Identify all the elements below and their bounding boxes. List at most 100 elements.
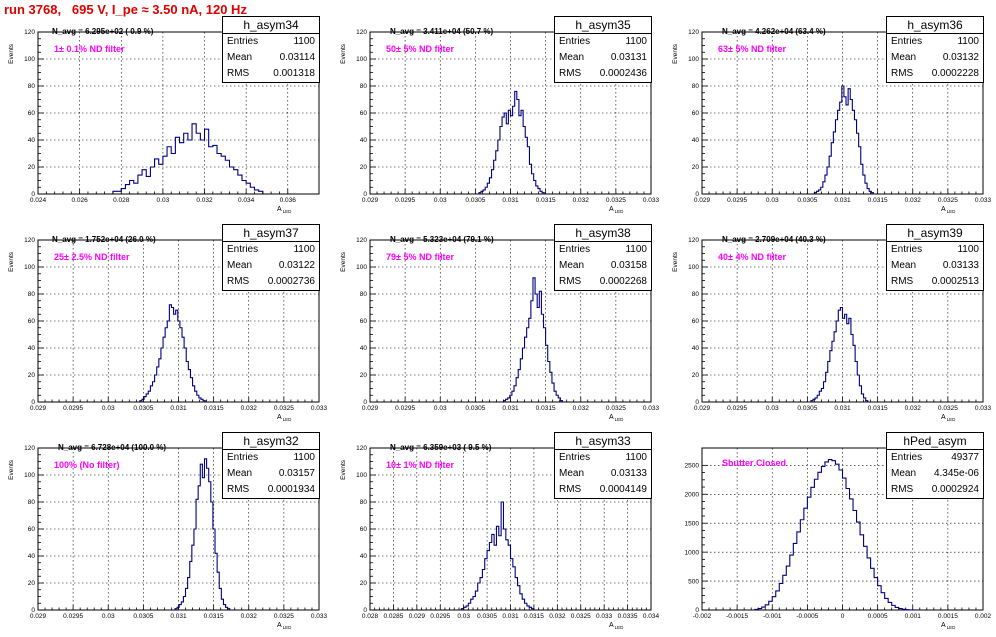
y-tick-label: 2000 bbox=[685, 491, 700, 498]
stats-value-mean: 0.03157 bbox=[278, 468, 315, 479]
histogram-series bbox=[112, 123, 264, 194]
y-tick-label: 0 bbox=[695, 607, 699, 614]
x-tick-label: 0.031 bbox=[502, 405, 519, 412]
y-tick-label: 100 bbox=[688, 264, 699, 271]
x-tick-label: 0.0295 bbox=[727, 405, 747, 412]
stats-value-rms: 0.0002268 bbox=[599, 276, 647, 287]
x-tick-label: 0.03 bbox=[102, 613, 115, 620]
y-tick-label: 20 bbox=[692, 372, 700, 379]
histogram-panel-h_asym32: 0.029 0.0295 0.03 0.0305 0.031 0.0315 0.032 0.0… bbox=[0, 430, 332, 637]
navg-label: N_avg = 6.728e+04 (100.0 %) bbox=[58, 443, 167, 452]
x-tick-label: 0.03 bbox=[102, 405, 115, 412]
stats-value-rms: 0.0002736 bbox=[267, 276, 315, 287]
filter-label: Shutter Closed bbox=[722, 458, 787, 468]
stats-row-mean: Mean 0.03131 bbox=[555, 50, 651, 66]
page-title: run 3768, 695 V, I_pe ≈ 3.50 nA, 120 Hz bbox=[4, 2, 247, 17]
stats-box-title: h_asym34 bbox=[223, 17, 319, 34]
x-tick-label: 0.0285 bbox=[383, 613, 403, 620]
filter-label: 10± 1% ND filter bbox=[386, 460, 454, 470]
stats-row-rms: RMS 0.0002228 bbox=[887, 66, 983, 82]
histogram-series bbox=[754, 459, 917, 611]
x-tick-label: 0.0325 bbox=[606, 197, 626, 204]
y-tick-label: 40 bbox=[692, 137, 700, 144]
stats-label-rms: RMS bbox=[891, 276, 914, 287]
stats-value-entries: 1100 bbox=[293, 36, 315, 47]
stats-row-entries: Entries 1100 bbox=[223, 450, 319, 466]
x-tick-label: 0.031 bbox=[834, 405, 851, 412]
y-tick-label: 40 bbox=[28, 137, 36, 144]
x-axis-title-sub: LED bbox=[283, 417, 293, 422]
stats-box: h_asym32 Entries 1100 Mean 0.03157 RMS 0.00019… bbox=[222, 432, 320, 499]
stats-label-entries: Entries bbox=[891, 36, 923, 47]
y-tick-label: 80 bbox=[360, 499, 368, 506]
histogram-series bbox=[478, 90, 545, 194]
x-tick-label: 0.032 bbox=[573, 197, 590, 204]
y-tick-label: 100 bbox=[688, 56, 699, 63]
filter-label: 40± 4% ND filter bbox=[718, 252, 786, 262]
y-tick-label: 0 bbox=[695, 191, 699, 198]
x-tick-label: 0.0315 bbox=[524, 613, 544, 620]
y-tick-label: 60 bbox=[360, 318, 368, 325]
stats-label-rms: RMS bbox=[891, 484, 914, 495]
stats-value-mean: 0.03133 bbox=[610, 468, 647, 479]
x-tick-label: 0.0295 bbox=[430, 613, 450, 620]
x-axis-title: ALED bbox=[609, 206, 624, 214]
y-tick-label: 120 bbox=[24, 29, 35, 36]
x-tick-label: 0.0295 bbox=[63, 613, 83, 620]
y-tick-label: 20 bbox=[360, 372, 368, 379]
stats-row-rms: RMS 0.0002513 bbox=[887, 274, 983, 290]
stats-row-mean: Mean 0.03157 bbox=[223, 466, 319, 482]
x-tick-label: 0.026 bbox=[71, 197, 88, 204]
stats-row-entries: Entries 1100 bbox=[887, 34, 983, 50]
stats-box: h_asym39 Entries 1100 Mean 0.03133 RMS 0.00025… bbox=[886, 224, 984, 291]
stats-box-title: h_asym32 bbox=[223, 433, 319, 450]
x-tick-label: 0.031 bbox=[170, 405, 187, 412]
navg-label: N_avg = 4.262e+04 (63.4 %) bbox=[722, 27, 826, 36]
x-tick-label: 0.0295 bbox=[395, 405, 415, 412]
stats-label-mean: Mean bbox=[891, 260, 917, 271]
histogram-plot: 0.029 0.0295 0.03 0.0305 0.031 0.0315 0.032 0.0… bbox=[340, 237, 660, 422]
stats-box: h_asym36 Entries 1100 Mean 0.03132 RMS 0.00022… bbox=[886, 16, 984, 83]
stats-box-title: h_asym37 bbox=[223, 225, 319, 242]
stats-label-entries: Entries bbox=[891, 452, 923, 463]
stats-box-title: h_asym33 bbox=[555, 433, 651, 450]
x-tick-label: 0.024 bbox=[30, 197, 47, 204]
y-tick-label: 40 bbox=[692, 345, 700, 352]
x-tick-label: 0.03 bbox=[434, 405, 447, 412]
x-tick-label: 0.029 bbox=[694, 405, 711, 412]
stats-box-title: h_asym39 bbox=[887, 225, 983, 242]
x-axis-title: ALED bbox=[609, 414, 624, 422]
x-tick-label: 0.032 bbox=[241, 405, 258, 412]
stats-box-title: hPed_asym bbox=[887, 433, 983, 450]
stats-label-entries: Entries bbox=[559, 244, 591, 255]
x-tick-label: 0.029 bbox=[30, 613, 47, 620]
x-axis-title: ALED bbox=[277, 206, 292, 214]
y-tick-label: 80 bbox=[692, 83, 700, 90]
y-tick-label: 0 bbox=[363, 607, 367, 614]
stats-box: h_asym33 Entries 1100 Mean 0.03133 RMS 0.00041… bbox=[554, 432, 652, 499]
x-axis-title: ALED bbox=[941, 622, 956, 630]
filter-label: 79± 5% ND filter bbox=[386, 252, 454, 262]
y-tick-label: 60 bbox=[360, 110, 368, 117]
stats-row-rms: RMS 0.0002436 bbox=[555, 66, 651, 82]
y-tick-label: 100 bbox=[356, 56, 367, 63]
y-axis-title: Events bbox=[672, 251, 679, 272]
y-tick-label: 100 bbox=[356, 264, 367, 271]
stats-label-rms: RMS bbox=[559, 276, 582, 287]
x-tick-label: 0.0295 bbox=[395, 197, 415, 204]
stats-label-entries: Entries bbox=[227, 244, 259, 255]
x-tick-label: -0.0015 bbox=[726, 613, 748, 620]
y-tick-label: 40 bbox=[28, 345, 36, 352]
stats-box: hPed_asym Entries 49377 Mean 4.345e-06 RMS 0.0… bbox=[886, 432, 984, 499]
stats-label-entries: Entries bbox=[559, 36, 591, 47]
navg-label: N_avg = 3.411e+04 (50.7 %) bbox=[390, 27, 494, 36]
x-tick-label: 0.0305 bbox=[477, 613, 497, 620]
y-axis-title: Events bbox=[340, 43, 347, 64]
stats-label-rms: RMS bbox=[227, 68, 250, 79]
stats-box: h_asym35 Entries 1100 Mean 0.03131 RMS 0.00024… bbox=[554, 16, 652, 83]
x-tick-label: 0.0295 bbox=[727, 197, 747, 204]
filter-label: 63± 5% ND filter bbox=[718, 44, 786, 54]
stats-row-mean: Mean 0.03132 bbox=[887, 50, 983, 66]
stats-row-mean: Mean 0.03133 bbox=[887, 258, 983, 274]
x-axis-title-sub: LED bbox=[615, 417, 625, 422]
